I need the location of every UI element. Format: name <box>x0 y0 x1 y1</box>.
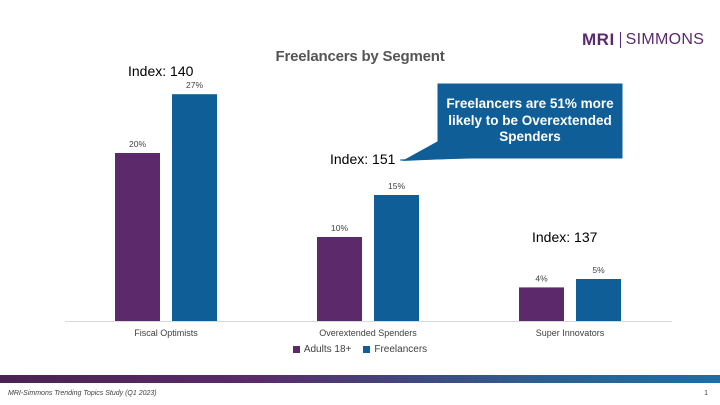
legend-item-adults: Adults 18+ <box>292 344 352 355</box>
bar-freelancers-super-innovators <box>576 279 621 321</box>
x-tick-label-fiscal-optimists: Fiscal Optimists <box>134 328 198 338</box>
x-axis: Fiscal Optimists Overextended Spenders Sup… <box>65 321 672 338</box>
bar-adults-18--super-innovators <box>519 287 564 321</box>
data-label-adults-18--fiscal-optimists: 20% <box>129 139 146 149</box>
source-note: MRI-Simmons Trending Topics Study (Q1 20… <box>8 390 157 397</box>
mri-simmons-logo: MRI SIMMONS <box>582 30 704 50</box>
callout-pointer <box>402 140 470 161</box>
legend-item-freelancers: Freelancers <box>363 344 427 355</box>
legend-swatch-adults <box>292 346 300 353</box>
bar-adults-18--overextended-spenders <box>317 237 362 321</box>
logo-divider <box>619 32 621 48</box>
index-label-fiscal-optimists: Index: 140 <box>128 63 194 79</box>
data-label-adults-18--overextended-spenders: 10% <box>331 223 348 233</box>
chart-title: Freelancers by Segment <box>275 48 445 65</box>
data-label-freelancers-fiscal-optimists: 27% <box>186 80 203 90</box>
x-tick-label-super-innovators: Super Innovators <box>536 328 605 338</box>
footer-gradient-bar <box>0 375 720 383</box>
x-tick-label-overextended-spenders: Overextended Spenders <box>319 328 417 338</box>
legend: Adults 18+ Freelancers <box>0 344 720 355</box>
bar-chart: 20% 27% 10% 15% 4% 5% Fiscal Optimists Overext… <box>65 80 672 338</box>
page-number: 1 <box>704 390 708 397</box>
callout-text: Freelancers are 51% more likely to be Ov… <box>446 95 614 145</box>
data-label-freelancers-super-innovators: 5% <box>592 265 605 275</box>
index-label-super-innovators: Index: 137 <box>532 229 598 245</box>
bar-adults-18--fiscal-optimists <box>115 153 160 321</box>
logo-mri-text: MRI <box>582 30 615 49</box>
bars-group: 20% 27% 10% 15% 4% 5% <box>115 80 621 321</box>
data-label-adults-18--super-innovators: 4% <box>535 273 548 283</box>
legend-label-adults: Adults 18+ <box>303 344 352 355</box>
data-label-freelancers-overextended-spenders: 15% <box>388 181 405 191</box>
bar-freelancers-fiscal-optimists <box>172 94 217 321</box>
logo-simmons-text: SIMMONS <box>625 31 705 48</box>
legend-label-freelancers: Freelancers <box>374 344 428 355</box>
callout-box <box>399 83 623 161</box>
index-label-overextended-spenders: Index: 151 <box>330 151 396 167</box>
legend-swatch-freelancers <box>363 346 371 353</box>
bar-freelancers-overextended-spenders <box>374 195 419 321</box>
